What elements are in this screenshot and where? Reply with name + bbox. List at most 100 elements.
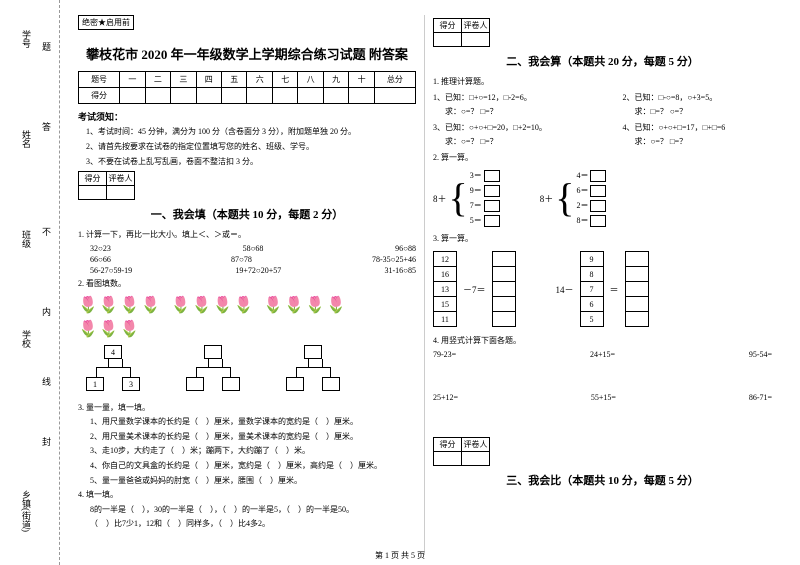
stack-cell	[492, 281, 516, 297]
stack-eq: ＝	[610, 283, 619, 296]
stack-cell: 6	[580, 296, 604, 312]
q3-text: 3. 量一量，填一填。	[78, 401, 416, 415]
score-col: 四	[196, 72, 221, 88]
marker-score: 得分	[79, 172, 107, 186]
vcalc-item: 55+15=	[591, 393, 616, 402]
exam-title: 攀枝花市 2020 年一年级数学上学期综合练习试题 附答案	[78, 44, 416, 63]
q4-text: 4. 填一填。	[78, 488, 416, 502]
score-col: 七	[272, 72, 297, 88]
tree-left	[286, 377, 304, 391]
subtract-group: 14－ 9 8 7 6 5 ＝	[556, 252, 649, 327]
vcalc-item: 86-71=	[749, 393, 772, 402]
flower-illustration: 🌷🌷🌷🌷 🌷🌷🌷🌷 🌷🌷🌷🌷	[78, 295, 416, 315]
notice-line: 3、不要在试卷上乱写乱画，卷面不整洁扣 3 分。	[78, 156, 416, 169]
notice-title: 考试须知：	[78, 110, 416, 123]
tree-top	[204, 345, 222, 359]
tree-top	[304, 345, 322, 359]
logic-row: 1、已知：□+○=12，□-2=6。 求：○=？ □=？ 2、已知：□-○=8，…	[433, 90, 772, 120]
answer-box	[590, 215, 606, 227]
logic-ans: 求：○=？ □=？	[623, 135, 773, 149]
margin-char: 答	[42, 120, 51, 133]
q4-line: 8的一半是（ ），30的一半是（ ），（ ）的一半是5，（ ）的一半是50。	[78, 503, 416, 517]
left-column: 绝密★启用前 攀枝花市 2020 年一年级数学上学期综合练习试题 附答案 题号 …	[70, 15, 425, 555]
vcalc-item: 24+15=	[590, 350, 615, 359]
margin-char: 不	[42, 225, 51, 238]
stack-cell: 9	[580, 251, 604, 267]
calc-expr: 7＝	[470, 200, 482, 211]
marker-person: 评卷人	[462, 19, 490, 33]
stack-cell: 12	[433, 251, 457, 267]
stack-cell: 15	[433, 296, 457, 312]
flower-icon: 🌷	[99, 319, 119, 339]
q1-row: 56-27○59-19 19+72○20+57 31-16○85	[78, 266, 416, 275]
stack-op: －7＝	[463, 283, 486, 296]
vertical-calc-row: 79-23= 24+15= 95-54=	[433, 350, 772, 359]
calc-expr: 8＝	[576, 215, 588, 226]
logic-item: 4、已知：○+○+□=17，□+□=6	[623, 121, 773, 135]
score-col: 题号	[79, 72, 120, 88]
score-col: 三	[171, 72, 196, 88]
score-col: 八	[298, 72, 323, 88]
stack-op: 14－	[556, 283, 574, 296]
tree-right	[322, 377, 340, 391]
calc-expr: 3＝	[470, 170, 482, 181]
stack-cell	[625, 281, 649, 297]
compare-item: 58○68	[231, 244, 264, 253]
q1-text: 1. 计算一下，再比一比大小。填上＜、＞或＝。	[78, 228, 416, 242]
marker-box: 得分评卷人	[78, 171, 135, 200]
logic-item: 2、已知：□-○=8，○+3=5。	[623, 91, 773, 105]
tree-left	[186, 377, 204, 391]
section3-title: 三、我会比（本题共 10 分，每题 5 分）	[433, 472, 772, 488]
compare-item: 56-27○59-19	[78, 266, 132, 275]
flower-icon: 🌷	[141, 295, 161, 315]
margin-label-school: 学校	[20, 330, 33, 348]
brace-icon: {	[555, 188, 574, 208]
logic-ans: 求：○=？ □=？	[433, 135, 583, 149]
marker-box: 得分评卷人	[433, 18, 490, 47]
tree-diagram: 4 1 3	[78, 345, 148, 395]
margin-char: 线	[42, 375, 51, 388]
s2q4-text: 4. 用竖式计算下面各题。	[433, 334, 772, 348]
score-col: 九	[323, 72, 348, 88]
score-col: 五	[222, 72, 247, 88]
compare-item: 78-35○25+46	[360, 255, 416, 264]
brace-icon: {	[449, 188, 468, 208]
secret-label: 绝密★启用前	[78, 15, 134, 30]
margin-label-town: 乡镇(街道)	[20, 490, 33, 532]
margin-char: 封	[42, 435, 51, 448]
margin-char: 题	[42, 40, 51, 53]
stack-cell: 11	[433, 311, 457, 327]
answer-box	[484, 170, 500, 182]
flower-icon: 🌷	[78, 319, 98, 339]
stack-cell: 8	[580, 266, 604, 282]
score-col: 十	[349, 72, 374, 88]
calc-expr: 6＝	[576, 185, 588, 196]
tree-top: 4	[104, 345, 122, 359]
vcalc-item: 95-54=	[749, 350, 772, 359]
calc-group: 8＋ { 4＝ 6＝ 2＝ 8＝	[540, 170, 607, 227]
marker-score: 得分	[434, 19, 462, 33]
stack-cell: 13	[433, 281, 457, 297]
marker-box: 得分评卷人	[433, 437, 490, 466]
flower-icon: 🌷	[120, 295, 140, 315]
logic-item: 1、已知：□+○=12，□-2=6。	[433, 91, 583, 105]
flower-icon: 🌷	[263, 295, 283, 315]
stack-cell	[492, 251, 516, 267]
page-footer: 第 1 页 共 5 页	[0, 550, 800, 561]
q4-line: （ ）比7少1，12和（ ）同样多，（ ）比4多2。	[78, 517, 416, 531]
calc-expr: 5＝	[470, 215, 482, 226]
flower-icon: 🌷	[326, 295, 346, 315]
compare-item: 96○88	[383, 244, 416, 253]
answer-box	[590, 200, 606, 212]
score-header-row: 题号 一 二 三 四 五 六 七 八 九 十 总分	[79, 72, 416, 88]
s2q3-text: 3. 算一算。	[433, 232, 772, 246]
answer-box	[484, 200, 500, 212]
q1-row: 66○66 87○78 78-35○25+46	[78, 255, 416, 264]
notice-line: 2、请首先按要求在试卷的指定位置填写您的姓名、班级、学号。	[78, 141, 416, 154]
number-trees: 4 1 3	[78, 345, 416, 395]
answer-box	[590, 185, 606, 197]
s2q2-text: 2. 算一算。	[433, 151, 772, 165]
flower-illustration: 🌷🌷🌷	[78, 319, 416, 339]
subtract-pair: 12 16 13 15 11 －7＝ 14－ 9 8	[433, 246, 772, 333]
compare-item: 32○23	[78, 244, 111, 253]
